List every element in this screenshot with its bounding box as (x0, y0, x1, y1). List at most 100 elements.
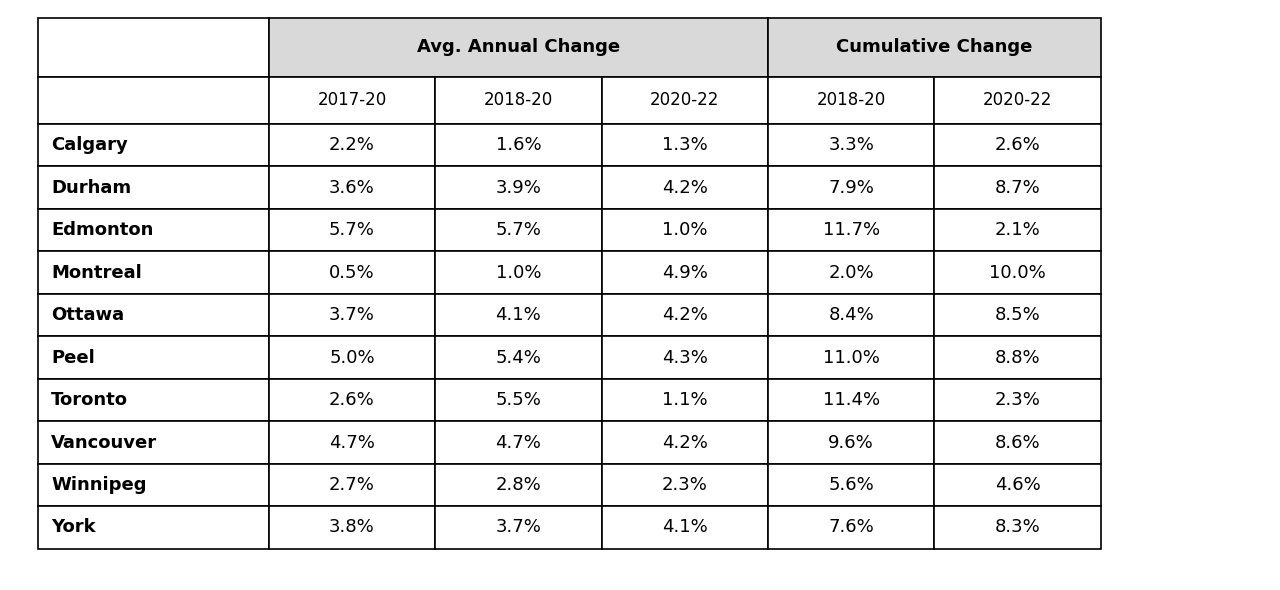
Text: 5.4%: 5.4% (495, 349, 541, 366)
Text: 11.7%: 11.7% (823, 221, 879, 239)
Bar (269, 124, 435, 166)
Bar (768, 18, 1101, 77)
Text: 3.9%: 3.9% (495, 179, 541, 196)
Text: 4.7%: 4.7% (329, 434, 375, 451)
Bar (38, 506, 269, 549)
Bar (38, 421, 269, 464)
Text: 1.0%: 1.0% (662, 221, 708, 239)
Text: 9.6%: 9.6% (828, 434, 874, 451)
Bar (269, 18, 768, 77)
Text: Montreal: Montreal (51, 264, 142, 281)
Bar (934, 251, 1101, 294)
Text: 3.8%: 3.8% (329, 519, 375, 536)
Text: 2.1%: 2.1% (995, 221, 1041, 239)
Bar (38, 77, 269, 124)
Bar (435, 124, 602, 166)
Text: 5.6%: 5.6% (828, 476, 874, 494)
Bar (435, 77, 602, 124)
Text: 8.7%: 8.7% (995, 179, 1041, 196)
Text: Peel: Peel (51, 349, 95, 366)
Text: 4.7%: 4.7% (495, 434, 541, 451)
Bar (934, 209, 1101, 251)
Bar (269, 421, 435, 464)
Bar (269, 209, 435, 251)
Bar (768, 166, 934, 209)
Text: 1.0%: 1.0% (495, 264, 541, 281)
Text: Ottawa: Ottawa (51, 306, 124, 324)
Text: 7.6%: 7.6% (828, 519, 874, 536)
Bar (934, 124, 1101, 166)
Bar (269, 251, 435, 294)
Text: Avg. Annual Change: Avg. Annual Change (417, 38, 620, 56)
Bar (768, 464, 934, 506)
Text: 2.8%: 2.8% (495, 476, 541, 494)
Bar (934, 166, 1101, 209)
Text: 4.2%: 4.2% (662, 434, 708, 451)
Text: 2020-22: 2020-22 (983, 91, 1052, 109)
Bar (602, 336, 768, 379)
Bar (768, 506, 934, 549)
Bar (38, 166, 269, 209)
Text: 11.0%: 11.0% (823, 349, 879, 366)
Bar (38, 464, 269, 506)
Bar (269, 294, 435, 336)
Text: York: York (51, 519, 96, 536)
Bar (934, 379, 1101, 421)
Bar (768, 294, 934, 336)
Text: Toronto: Toronto (51, 391, 128, 409)
Bar (269, 379, 435, 421)
Text: 2017-20: 2017-20 (317, 91, 387, 109)
Text: 10.0%: 10.0% (989, 264, 1046, 281)
Bar (38, 18, 269, 77)
Text: 3.7%: 3.7% (329, 306, 375, 324)
Bar (602, 166, 768, 209)
Bar (602, 421, 768, 464)
Bar (934, 506, 1101, 549)
Bar (435, 464, 602, 506)
Bar (602, 294, 768, 336)
Text: 0.5%: 0.5% (329, 264, 375, 281)
Bar (768, 421, 934, 464)
Text: 4.3%: 4.3% (662, 349, 708, 366)
Bar (934, 294, 1101, 336)
Bar (269, 336, 435, 379)
Text: 1.3%: 1.3% (662, 136, 708, 154)
Bar (602, 77, 768, 124)
Bar (435, 294, 602, 336)
Text: 8.6%: 8.6% (995, 434, 1041, 451)
Text: 8.8%: 8.8% (995, 349, 1041, 366)
Text: 2.6%: 2.6% (329, 391, 375, 409)
Bar (435, 166, 602, 209)
Text: 3.7%: 3.7% (495, 519, 541, 536)
Bar (38, 124, 269, 166)
Bar (38, 251, 269, 294)
Bar (602, 124, 768, 166)
Bar (435, 251, 602, 294)
Bar (38, 379, 269, 421)
Bar (934, 464, 1101, 506)
Bar (602, 251, 768, 294)
Text: 4.6%: 4.6% (995, 476, 1041, 494)
Text: 8.4%: 8.4% (828, 306, 874, 324)
Text: 8.3%: 8.3% (995, 519, 1041, 536)
Bar (269, 166, 435, 209)
Text: 1.1%: 1.1% (662, 391, 708, 409)
Bar (435, 506, 602, 549)
Text: 5.0%: 5.0% (329, 349, 375, 366)
Text: 7.9%: 7.9% (828, 179, 874, 196)
Bar (602, 379, 768, 421)
Text: 4.9%: 4.9% (662, 264, 708, 281)
Text: 2.2%: 2.2% (329, 136, 375, 154)
Text: 3.3%: 3.3% (828, 136, 874, 154)
Text: 4.1%: 4.1% (662, 519, 708, 536)
Bar (38, 294, 269, 336)
Text: 2.7%: 2.7% (329, 476, 375, 494)
Text: 3.6%: 3.6% (329, 179, 375, 196)
Bar (934, 421, 1101, 464)
Bar (435, 209, 602, 251)
Text: 2.6%: 2.6% (995, 136, 1041, 154)
Bar (435, 421, 602, 464)
Bar (602, 464, 768, 506)
Text: 2018-20: 2018-20 (817, 91, 886, 109)
Text: 4.2%: 4.2% (662, 179, 708, 196)
